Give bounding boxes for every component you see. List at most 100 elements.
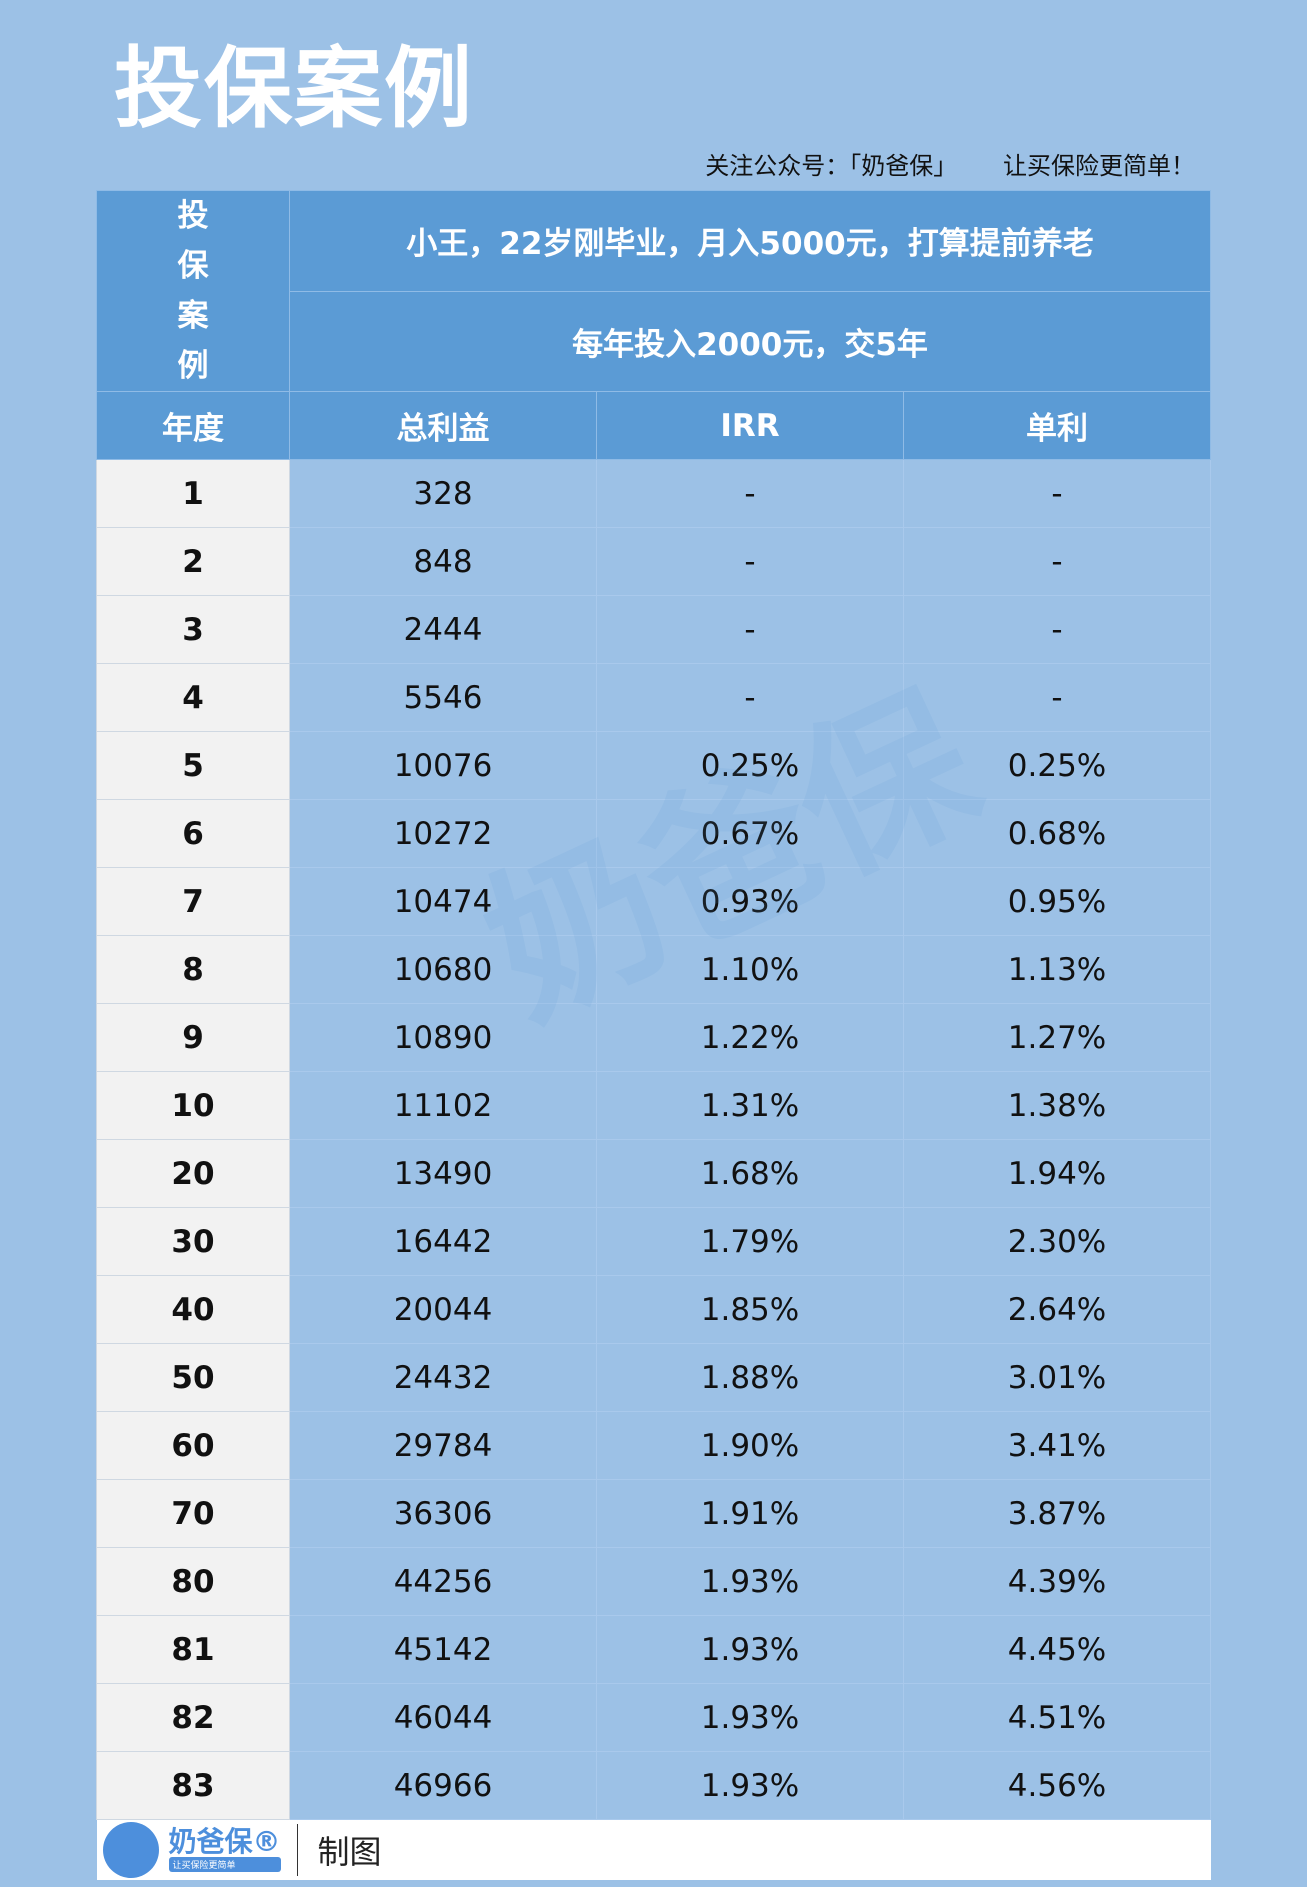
- col-year: 年度: [96, 391, 290, 460]
- cell-year: 4: [96, 663, 290, 732]
- cell-simple-rate: 0.25%: [902, 731, 1212, 800]
- cell-irr: 0.25%: [596, 731, 904, 800]
- cell-total-benefit: 2444: [289, 595, 597, 664]
- cell-total-benefit: 36306: [289, 1479, 597, 1548]
- cell-irr: 1.93%: [596, 1683, 904, 1752]
- col-total: 总利益: [289, 391, 597, 460]
- footer: 奶爸保® 让买保险更简单 制图: [96, 1819, 1211, 1880]
- cell-irr: 1.93%: [596, 1751, 904, 1820]
- case-line2: 每年投入2000元，交5年: [288, 290, 1212, 392]
- cell-year: 7: [96, 867, 290, 936]
- cell-irr: 1.31%: [596, 1071, 904, 1140]
- cell-simple-rate: -: [902, 595, 1212, 664]
- cell-total-benefit: 46044: [289, 1683, 597, 1752]
- table-row: 4 5546- -: [96, 663, 1212, 732]
- cell-irr: -: [596, 527, 904, 596]
- cell-total-benefit: 10890: [289, 1003, 597, 1072]
- col-simple: 单利: [902, 391, 1212, 460]
- logo-icon: [102, 1821, 159, 1878]
- table-row: 80 44256 1.93% 4.39%: [96, 1547, 1212, 1616]
- brand-slogan: 让买保险更简单: [168, 1857, 281, 1873]
- table-row: 30 16442 1.79% 2.30%: [96, 1207, 1212, 1276]
- cell-total-benefit: 13490: [289, 1139, 597, 1208]
- table-row: 40 20044 1.85% 2.64%: [96, 1275, 1212, 1344]
- cell-irr: 1.10%: [596, 935, 904, 1004]
- cell-year: 5: [96, 731, 290, 800]
- cell-year: 20: [96, 1139, 290, 1208]
- cell-irr: -: [596, 663, 904, 732]
- divider: [296, 1823, 298, 1876]
- cell-irr: -: [596, 459, 904, 528]
- table-row: 70 36306 1.91% 3.87%: [96, 1479, 1212, 1548]
- cell-year: 40: [96, 1275, 290, 1344]
- case-label: 投保案例: [96, 190, 290, 392]
- cell-year: 83: [96, 1751, 290, 1820]
- cell-year: 82: [96, 1683, 290, 1752]
- cell-simple-rate: 2.64%: [902, 1275, 1212, 1344]
- table-row: 10 11102 1.31% 1.38%: [96, 1071, 1212, 1140]
- cell-total-benefit: 29784: [289, 1411, 597, 1480]
- table-row: 2 848- -: [96, 527, 1212, 596]
- cell-total-benefit: 10076: [289, 731, 597, 800]
- cell-irr: 1.90%: [596, 1411, 904, 1480]
- cell-total-benefit: 5546: [289, 663, 597, 732]
- cell-total-benefit: 46966: [289, 1751, 597, 1820]
- cell-simple-rate: 4.39%: [902, 1547, 1212, 1616]
- cell-total-benefit: 328: [289, 459, 597, 528]
- cell-irr: 1.88%: [596, 1343, 904, 1412]
- table-row: 83 46966 1.93% 4.56%: [96, 1751, 1212, 1820]
- cell-total-benefit: 10680: [289, 935, 597, 1004]
- cell-year: 70: [96, 1479, 290, 1548]
- table-row: 8 10680 1.10% 1.13%: [96, 935, 1212, 1004]
- cell-simple-rate: 4.45%: [902, 1615, 1212, 1684]
- table-row: 81 45142 1.93% 4.45%: [96, 1615, 1212, 1684]
- cell-year: 30: [96, 1207, 290, 1276]
- cell-irr: 1.93%: [596, 1547, 904, 1616]
- table-row: 20 13490 1.68% 1.94%: [96, 1139, 1212, 1208]
- cell-irr: 1.93%: [596, 1615, 904, 1684]
- cell-simple-rate: 3.41%: [902, 1411, 1212, 1480]
- cell-year: 10: [96, 1071, 290, 1140]
- cell-year: 2: [96, 527, 290, 596]
- cell-simple-rate: 3.01%: [902, 1343, 1212, 1412]
- cell-simple-rate: -: [902, 663, 1212, 732]
- cell-simple-rate: 0.95%: [902, 867, 1212, 936]
- brand-name: 奶爸保®: [168, 1825, 281, 1859]
- cell-year: 50: [96, 1343, 290, 1412]
- cell-simple-rate: 0.68%: [902, 799, 1212, 868]
- cell-simple-rate: 3.87%: [902, 1479, 1212, 1548]
- cell-irr: 0.93%: [596, 867, 904, 936]
- cell-simple-rate: 1.94%: [902, 1139, 1212, 1208]
- cell-simple-rate: 1.38%: [902, 1071, 1212, 1140]
- cell-irr: 1.91%: [596, 1479, 904, 1548]
- table-row: 82 46044 1.93% 4.51%: [96, 1683, 1212, 1752]
- table-row: 3 2444- -: [96, 595, 1212, 664]
- table-row: 7 10474 0.93% 0.95%: [96, 867, 1212, 936]
- case-table: 投保案例 小王，22岁刚毕业，月入5000元，打算提前养老 每年投入2000元，…: [96, 190, 1212, 1880]
- cell-year: 3: [96, 595, 290, 664]
- table-row: 5 10076 0.25% 0.25%: [96, 731, 1212, 800]
- cell-year: 81: [96, 1615, 290, 1684]
- cell-total-benefit: 16442: [289, 1207, 597, 1276]
- cell-total-benefit: 44256: [289, 1547, 597, 1616]
- table-row: 6 10272 0.67% 0.68%: [96, 799, 1212, 868]
- cell-simple-rate: 2.30%: [902, 1207, 1212, 1276]
- cell-simple-rate: 4.56%: [902, 1751, 1212, 1820]
- cell-simple-rate: 1.27%: [902, 1003, 1212, 1072]
- cell-simple-rate: -: [902, 459, 1212, 528]
- made-by: 制图: [317, 1832, 382, 1871]
- subtitle: 关注公众号：「奶爸保」 让买保险更简单！: [705, 152, 1195, 180]
- cell-total-benefit: 10474: [289, 867, 597, 936]
- cell-year: 80: [96, 1547, 290, 1616]
- cell-simple-rate: -: [902, 527, 1212, 596]
- cell-year: 60: [96, 1411, 290, 1480]
- cell-simple-rate: 1.13%: [902, 935, 1212, 1004]
- table-row: 1 328- -: [96, 459, 1212, 528]
- cell-year: 6: [96, 799, 290, 868]
- table-row: 9 10890 1.22% 1.27%: [96, 1003, 1212, 1072]
- cell-irr: -: [596, 595, 904, 664]
- table-row: 60 29784 1.90% 3.41%: [96, 1411, 1212, 1480]
- cell-year: 9: [96, 1003, 290, 1072]
- cell-total-benefit: 20044: [289, 1275, 597, 1344]
- case-line1: 小王，22岁刚毕业，月入5000元，打算提前养老: [288, 190, 1212, 292]
